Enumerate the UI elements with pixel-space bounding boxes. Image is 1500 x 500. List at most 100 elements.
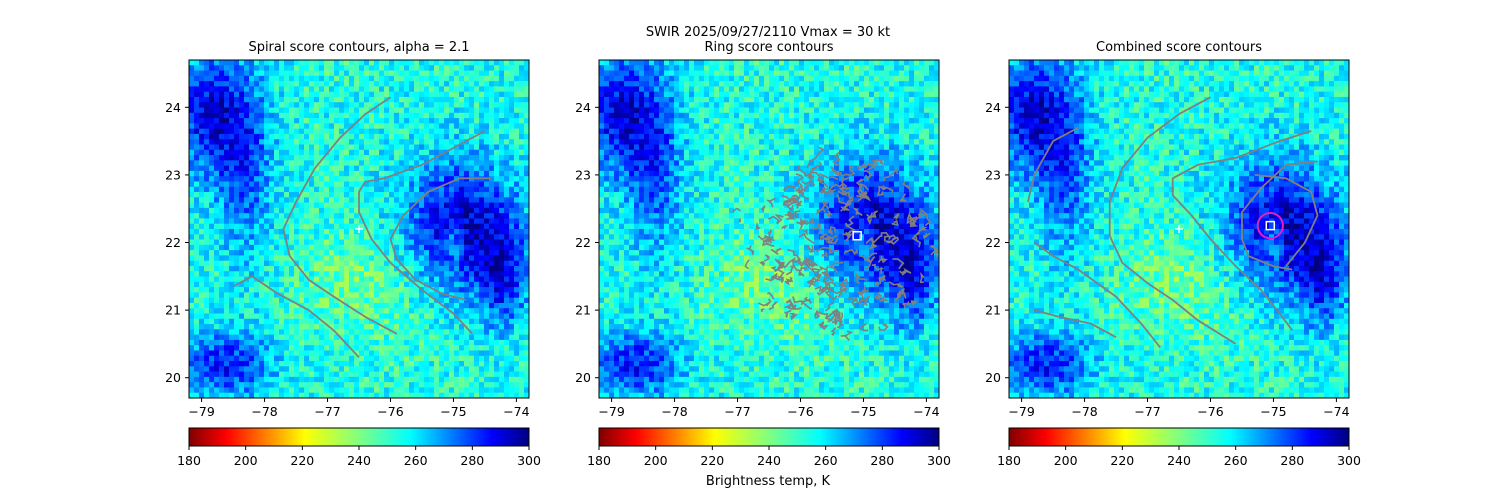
ring-contour-segment (806, 173, 814, 179)
x-tick-label: −74 (913, 404, 939, 419)
ring-contour-segment (794, 200, 803, 209)
ring-contour-segment (731, 207, 741, 213)
ring-contour-segment (845, 231, 853, 242)
ring-contour-segment (830, 308, 839, 320)
ring-contour-segment (758, 260, 766, 267)
ring-contour-segment (806, 278, 820, 286)
ring-contour-segment (814, 283, 829, 293)
x-tick-label: −74 (503, 404, 529, 419)
ring-contour-segment (917, 226, 928, 231)
ring-contour-segment (788, 312, 798, 321)
x-tick-label: −77 (1134, 404, 1160, 419)
ring-contour-segment (854, 294, 864, 304)
ring-contour-segment (834, 319, 844, 329)
ring-contour-segment (832, 151, 841, 167)
x-tick-label: −78 (251, 404, 277, 419)
ring-contour-segment (893, 213, 900, 221)
contour-line-3 (389, 177, 492, 301)
ring-contour-segment (809, 161, 823, 173)
ring-contour-segment (802, 259, 817, 268)
contour-line-4 (232, 275, 360, 359)
brightness-temp-image (1009, 60, 1349, 398)
ring-contour-segment (856, 162, 867, 170)
ring-contour-segment (835, 309, 844, 323)
ring-contour-segment (843, 198, 853, 209)
brightness-temp-image (599, 60, 939, 398)
ring-contour-segment (821, 271, 835, 282)
ring-contour-segment (863, 170, 873, 181)
ring-contour-segment (806, 257, 818, 267)
score-contours (731, 146, 939, 341)
ring-contour-segment (784, 211, 792, 216)
ring-contour-segment (908, 220, 919, 228)
colorbar-tick-label: 280 (460, 453, 484, 468)
ring-contour-segment (899, 193, 908, 202)
ring-contour-segment (844, 215, 856, 233)
x-tick-label: −78 (661, 404, 687, 419)
ring-contour-segment (841, 176, 850, 190)
colorbar-tick-label: 200 (1054, 453, 1078, 468)
ring-contour-segment (810, 221, 815, 225)
ring-contour-segment (840, 206, 850, 211)
ring-contour-segment (763, 254, 770, 262)
ring-contour-segment (899, 267, 912, 276)
ring-contour-segment (776, 275, 781, 280)
ring-contour-segment (794, 173, 804, 194)
panel-1: Spiral score contours, alpha = 2.1 −79 −78… (165, 40, 541, 468)
y-tick-label: 23 (165, 167, 181, 182)
colorbar-tick-label: 260 (1224, 453, 1248, 468)
ring-contour-segment (822, 202, 829, 210)
ring-contour-segment (860, 295, 870, 306)
colorbar-tick-label: 220 (700, 453, 724, 468)
ring-contour-segment (818, 311, 834, 323)
ring-contour-segment (912, 234, 922, 248)
ring-contour-segment (859, 322, 869, 332)
colorbar-label: Brightness temp, K (706, 474, 831, 489)
colorbar-tick-label: 280 (1280, 453, 1304, 468)
y-tick-label: 24 (575, 100, 591, 115)
ring-contour-segment (785, 299, 793, 305)
ring-contour-segment (865, 256, 876, 270)
center-square-marker (852, 231, 862, 241)
ring-contour-segment (797, 258, 813, 268)
x-tick-label: −76 (787, 404, 813, 419)
ring-contour-segment (871, 263, 885, 274)
ring-contour-segment (769, 236, 774, 244)
ring-contour-segment (757, 235, 775, 247)
ring-contour-segment (814, 309, 822, 320)
contour-line-6 (1033, 309, 1117, 338)
y-tick-label: 21 (985, 303, 1001, 318)
ring-contour-segment (765, 197, 776, 208)
ring-contour-segment (888, 234, 897, 244)
contour-line-2 (1171, 130, 1312, 331)
y-tick-label: 20 (165, 370, 181, 385)
ring-contour-segment (755, 222, 761, 230)
ring-contour-segment (781, 194, 794, 212)
contour-line-3 (1241, 160, 1318, 271)
y-tick-label: 22 (165, 235, 181, 250)
ring-contour-segment (785, 264, 807, 276)
colorbar-tick-label: 220 (1110, 453, 1134, 468)
ring-contour-segment (839, 186, 848, 197)
ring-contour-segment (792, 296, 811, 304)
ring-contour-segment (902, 300, 910, 309)
x-tick-label: −77 (724, 404, 750, 419)
ring-contour-segment (798, 232, 815, 245)
center-plus-marker (355, 225, 363, 233)
ring-contour-segment (781, 224, 789, 230)
ring-contour-segment (824, 283, 835, 292)
ring-contour-segment (784, 309, 792, 318)
ring-contour-segment (909, 213, 927, 223)
ring-contour-segment (841, 165, 856, 177)
y-tick-label: 21 (165, 303, 181, 318)
ring-contour-segment (854, 272, 861, 285)
center-circle (1256, 212, 1284, 240)
ring-contour-segment (857, 182, 869, 197)
ring-contour-segment (820, 188, 832, 195)
ring-contour-segment (811, 273, 822, 282)
ring-contour-segment (830, 166, 843, 177)
ring-contour-segment (865, 235, 882, 244)
ring-contour-segment (837, 190, 851, 198)
contour-line-1 (1108, 96, 1237, 345)
